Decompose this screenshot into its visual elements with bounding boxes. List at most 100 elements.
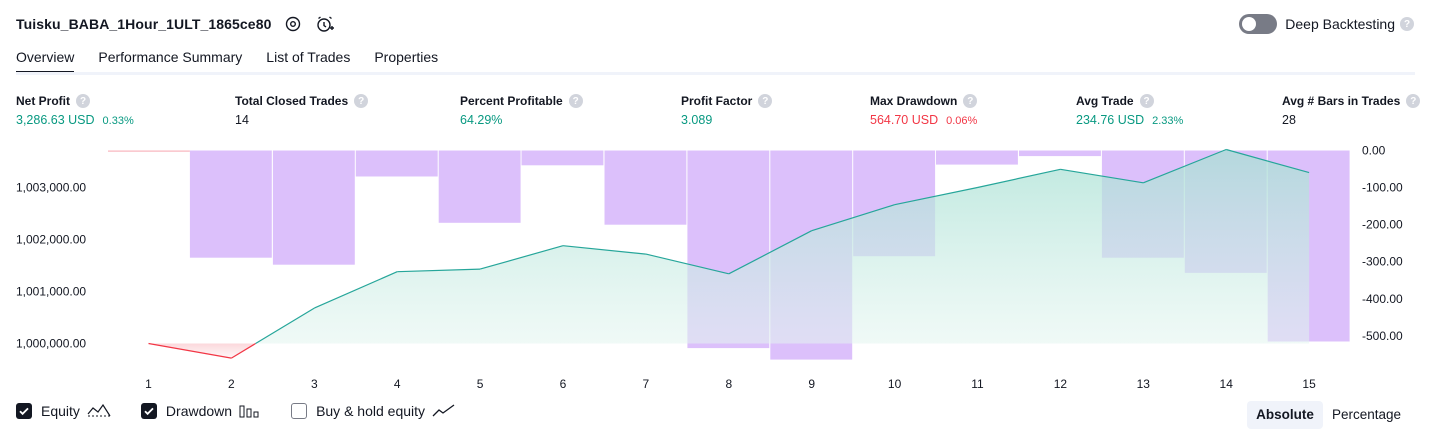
x-tick-label: 2 — [228, 377, 235, 391]
drawdown-bar — [1019, 150, 1101, 157]
equity-segment — [562, 245, 646, 255]
equity-segment — [728, 230, 812, 275]
x-tick-label: 8 — [725, 377, 732, 391]
help-icon[interactable]: ? — [76, 94, 90, 108]
help-icon[interactable]: ? — [1400, 17, 1414, 31]
left-tick-label: 1,001,000.00 — [16, 285, 86, 299]
metric-profit-factor: Profit Factor? 3.089 — [681, 93, 773, 127]
drawdown-bar — [521, 150, 604, 166]
metric-label: Total Closed Trades — [235, 94, 349, 108]
x-tick-label: 6 — [560, 377, 567, 391]
equity-segment — [231, 342, 256, 359]
right-tick-label: -500.00 — [1362, 329, 1403, 343]
x-tick-label: 5 — [477, 377, 484, 391]
metric-avg-trade: Avg Trade? 234.76 USD 2.33% — [1076, 93, 1183, 127]
help-icon[interactable]: ? — [1139, 94, 1154, 108]
help-icon[interactable]: ? — [354, 94, 369, 108]
metric-label: Profit Factor — [681, 94, 753, 108]
equity-segment — [977, 168, 1061, 189]
checkmark-icon — [144, 407, 154, 416]
equity-segment — [255, 307, 315, 345]
x-tick-label: 12 — [1054, 377, 1068, 391]
help-icon[interactable]: ? — [568, 94, 583, 108]
mode-absolute-button[interactable]: Absolute — [1247, 401, 1323, 429]
help-icon[interactable]: ? — [758, 94, 773, 108]
metric-value: 28 — [1282, 113, 1296, 127]
drawdown-bar — [272, 150, 355, 265]
equity-segment — [314, 271, 398, 309]
equity-segment — [479, 245, 564, 270]
equity-checkbox[interactable] — [16, 403, 32, 419]
strategy-title: Tuisku_BABA_1Hour_1ULT_1865ce80 — [16, 16, 272, 32]
alarm-clock-add-icon[interactable] — [315, 14, 335, 34]
tabs-divider — [16, 72, 1415, 75]
metric-label: Net Profit — [16, 94, 70, 108]
metric-label: Avg # Bars in Trades — [1282, 94, 1401, 108]
metric-total-closed-trades: Total Closed Trades? 14 — [235, 93, 369, 127]
drawdown-toggle[interactable]: Drawdown — [140, 403, 261, 419]
drawdown-bar — [355, 150, 438, 177]
tab-overview[interactable]: Overview — [16, 46, 75, 74]
equity-line — [148, 148, 1310, 359]
metric-label: Percent Profitable — [460, 94, 563, 108]
equity-segment — [148, 342, 232, 359]
drawdown-bar — [604, 150, 687, 225]
equity-line-icon — [87, 404, 111, 418]
metric-label: Max Drawdown — [870, 94, 958, 108]
buyhold-toggle[interactable]: Buy & hold equity — [291, 403, 456, 419]
metric-avg-bars-in-trades: Avg # Bars in Trades? 28 — [1282, 93, 1421, 127]
right-tick-label: -200.00 — [1362, 218, 1403, 232]
deep-backtesting-toggle[interactable] — [1239, 14, 1278, 34]
buyhold-checkbox[interactable] — [291, 403, 308, 419]
help-icon[interactable]: ? — [1406, 94, 1421, 108]
left-tick-label: 1,000,000.00 — [16, 337, 86, 351]
metric-percent: 2.33% — [1152, 115, 1184, 127]
x-tick-label: 7 — [643, 377, 650, 391]
x-tick-label: 11 — [971, 377, 984, 391]
report-tabs: Overview Performance Summary List of Tra… — [16, 46, 462, 74]
tab-list-of-trades[interactable]: List of Trades — [266, 49, 351, 65]
x-tick-label: 3 — [311, 377, 318, 391]
drawdown-bars-icon — [239, 404, 261, 418]
metric-label: Avg Trade — [1076, 94, 1134, 108]
gear-icon[interactable] — [283, 14, 303, 34]
tab-performance-summary[interactable]: Performance Summary — [98, 49, 243, 65]
x-tick-label: 14 — [1220, 377, 1234, 391]
drawdown-label: Drawdown — [165, 403, 233, 419]
help-icon[interactable]: ? — [963, 94, 978, 108]
buyhold-label: Buy & hold equity — [316, 403, 426, 419]
metric-value: 564.70 USD — [870, 113, 939, 127]
right-tick-label: -100.00 — [1362, 181, 1403, 195]
metric-value: 64.29% — [460, 113, 503, 127]
equity-segment — [1143, 148, 1227, 184]
checkmark-icon — [19, 407, 29, 416]
metric-percent: 0.06% — [946, 115, 978, 127]
equity-segment — [811, 204, 895, 232]
x-tick-label: 13 — [1137, 377, 1151, 391]
deep-backtesting-label: Deep Backtesting — [1285, 16, 1395, 32]
left-tick-label: 1,002,000.00 — [16, 233, 86, 247]
right-tick-label: -400.00 — [1362, 292, 1403, 306]
x-tick-label: 4 — [394, 377, 401, 391]
equity-drawdown-chart[interactable]: 1,000,000.00 1,001,000.00 1,002,000.00 1,00… — [0, 140, 1431, 395]
metric-percent-profitable: Percent Profitable? 64.29% — [460, 93, 583, 127]
metric-percent: 0.33% — [102, 115, 134, 127]
mode-percentage-button[interactable]: Percentage — [1331, 407, 1401, 422]
scale-mode-switch: Absolute Percentage — [1247, 401, 1410, 429]
metric-value: 3,286.63 USD — [16, 113, 95, 127]
x-tick-label: 15 — [1302, 377, 1316, 391]
drawdown-bar — [438, 150, 521, 223]
metric-value: 14 — [235, 113, 249, 127]
right-tick-label: -300.00 — [1362, 255, 1403, 269]
left-tick-label: 1,003,000.00 — [16, 181, 86, 195]
equity-segment — [1226, 148, 1310, 174]
equity-segment — [397, 268, 481, 273]
equity-segment — [645, 253, 729, 275]
drawdown-checkbox[interactable] — [140, 403, 157, 419]
report-header: Tuisku_BABA_1Hour_1ULT_1865ce80 — [16, 14, 335, 34]
equity-label: Equity — [41, 403, 80, 419]
tab-properties[interactable]: Properties — [374, 49, 439, 65]
drawdown-bar — [189, 150, 272, 258]
equity-toggle[interactable]: Equity — [16, 403, 111, 419]
left-axis-ticks: 1,000,000.00 1,001,000.00 1,002,000.00 1,00… — [16, 181, 86, 351]
